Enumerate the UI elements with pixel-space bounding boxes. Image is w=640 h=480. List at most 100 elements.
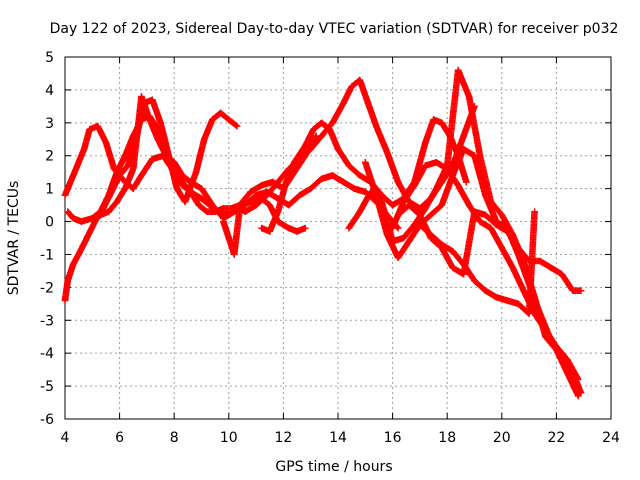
data-point bbox=[372, 191, 380, 199]
series-pass-10 bbox=[394, 201, 585, 294]
data-point bbox=[138, 172, 145, 179]
x-tick-label: 10 bbox=[220, 430, 238, 446]
data-point bbox=[102, 139, 110, 146]
data-point bbox=[326, 126, 334, 133]
data-point bbox=[129, 185, 137, 192]
data-point bbox=[574, 376, 582, 383]
data-point bbox=[225, 234, 233, 242]
data-point bbox=[113, 168, 121, 176]
x-tick-label: 4 bbox=[61, 430, 70, 446]
data-point bbox=[465, 93, 473, 100]
data-point bbox=[405, 237, 413, 245]
data-point bbox=[553, 343, 560, 350]
data-point bbox=[482, 211, 489, 219]
x-tick-label: 24 bbox=[602, 430, 620, 446]
data-point bbox=[443, 165, 451, 173]
data-point bbox=[383, 149, 391, 156]
data-point bbox=[487, 224, 495, 232]
y-tick-label: -2 bbox=[40, 280, 54, 296]
data-point bbox=[89, 214, 96, 222]
data-point bbox=[389, 224, 396, 232]
x-tick-label: 12 bbox=[274, 430, 292, 446]
data-point bbox=[340, 99, 347, 107]
data-point bbox=[209, 201, 216, 209]
data-point bbox=[236, 205, 244, 212]
data-point bbox=[296, 191, 304, 199]
data-point bbox=[364, 99, 372, 107]
data-point bbox=[383, 231, 391, 239]
data-point bbox=[86, 126, 93, 133]
data-point bbox=[449, 247, 456, 255]
y-tick-label: 0 bbox=[45, 215, 54, 231]
y-tick-label: -1 bbox=[40, 247, 54, 263]
data-point bbox=[217, 109, 224, 117]
x-tick-labels: 4 6 8 10 12 14 16 18 20 22 24 bbox=[61, 430, 620, 446]
data-point bbox=[192, 168, 200, 176]
y-tick-label: -5 bbox=[40, 379, 54, 395]
data-point bbox=[233, 122, 241, 130]
data-point bbox=[514, 244, 522, 252]
data-point bbox=[307, 185, 314, 192]
data-point bbox=[356, 76, 364, 84]
data-point bbox=[411, 182, 418, 189]
data-point bbox=[449, 264, 456, 271]
data-point bbox=[422, 139, 429, 146]
data-point bbox=[263, 191, 271, 199]
data-point bbox=[558, 270, 566, 278]
y-tick-label: -6 bbox=[40, 412, 54, 428]
data-point bbox=[348, 83, 355, 90]
data-point bbox=[69, 261, 77, 268]
data-point bbox=[258, 182, 265, 189]
data-point bbox=[509, 264, 517, 271]
data-point bbox=[471, 152, 478, 160]
data-point bbox=[362, 159, 369, 166]
data-point bbox=[97, 211, 104, 219]
x-tick-label: 18 bbox=[438, 430, 456, 446]
series-markers bbox=[258, 116, 470, 235]
data-point bbox=[471, 208, 478, 215]
data-point bbox=[170, 159, 178, 166]
data-point bbox=[463, 178, 470, 186]
data-point bbox=[209, 116, 216, 123]
data-point bbox=[422, 205, 429, 212]
data-point bbox=[356, 172, 364, 179]
data-point bbox=[220, 218, 227, 225]
x-tick-label: 14 bbox=[329, 430, 347, 446]
series-pass-7 bbox=[345, 66, 582, 400]
data-point bbox=[198, 195, 205, 202]
data-point bbox=[318, 175, 325, 183]
data-point bbox=[83, 234, 91, 242]
data-point bbox=[241, 201, 249, 209]
data-point bbox=[454, 182, 462, 189]
data-point bbox=[482, 191, 489, 199]
data-point bbox=[301, 142, 309, 150]
y-tick-label: 4 bbox=[45, 83, 54, 99]
data-point bbox=[75, 159, 82, 166]
data-point bbox=[274, 178, 282, 186]
data-point bbox=[569, 287, 577, 294]
data-point bbox=[422, 162, 429, 169]
data-point bbox=[138, 93, 145, 100]
data-point bbox=[154, 135, 162, 143]
data-point bbox=[460, 132, 467, 140]
chart-title: Day 122 of 2023, Sidereal Day-to-day VTE… bbox=[50, 21, 619, 37]
data-point bbox=[146, 116, 153, 123]
data-point bbox=[427, 231, 435, 239]
data-point bbox=[258, 224, 265, 232]
data-point bbox=[460, 270, 467, 278]
series-pass-11 bbox=[416, 208, 538, 317]
data-point bbox=[564, 356, 571, 364]
data-point bbox=[64, 185, 72, 192]
data-point bbox=[293, 228, 301, 235]
data-point bbox=[252, 201, 260, 209]
data-point bbox=[498, 244, 506, 252]
data-point bbox=[307, 145, 314, 153]
data-point bbox=[427, 211, 435, 219]
data-point bbox=[400, 198, 407, 206]
data-point bbox=[61, 297, 69, 304]
data-point bbox=[291, 159, 298, 166]
x-axis-label: GPS time / hours bbox=[275, 459, 392, 475]
data-point bbox=[520, 287, 527, 294]
data-point bbox=[493, 293, 500, 301]
data-point bbox=[310, 126, 317, 133]
